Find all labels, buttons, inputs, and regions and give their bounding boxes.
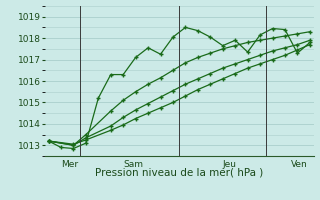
X-axis label: Pression niveau de la mer( hPa ): Pression niveau de la mer( hPa ) <box>95 167 263 177</box>
Text: Jeu: Jeu <box>223 160 237 169</box>
Text: Mer: Mer <box>61 160 78 169</box>
Text: Ven: Ven <box>291 160 308 169</box>
Text: Sam: Sam <box>123 160 143 169</box>
